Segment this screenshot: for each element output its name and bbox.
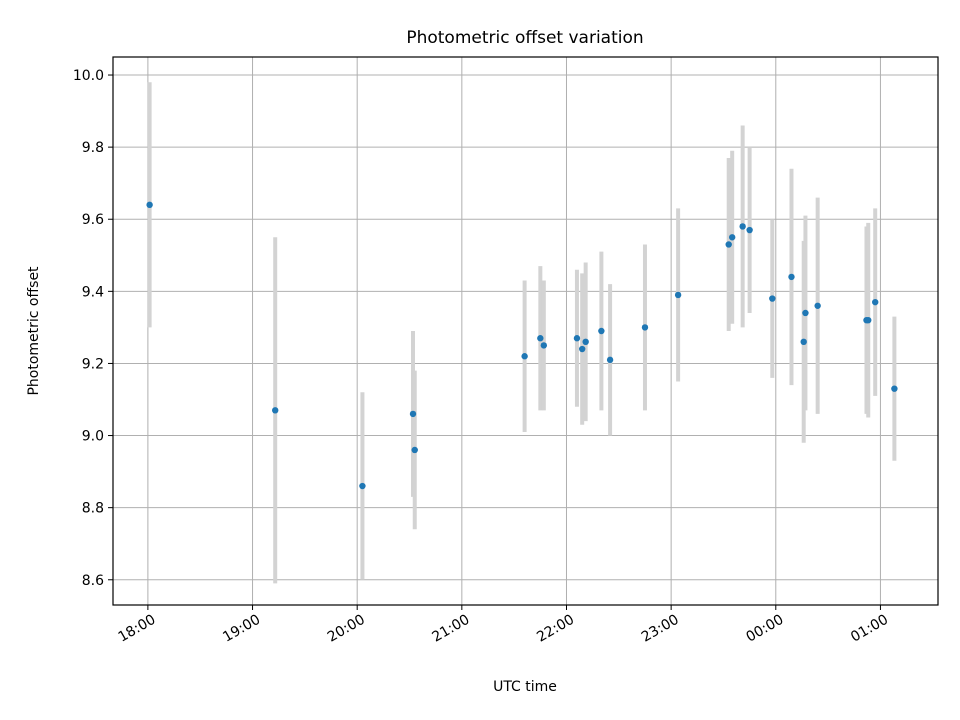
data-point [540,342,548,349]
x-tick-label: 19:00 [220,612,263,646]
y-tick-label: 9.8 [82,140,104,156]
data-point [578,345,586,353]
x-axis-label: UTC time [493,679,557,695]
data-point [521,353,528,360]
data-point [573,335,581,342]
data-point [769,295,776,302]
data-points [146,201,898,490]
data-point [788,273,795,281]
data-point [814,302,821,309]
chart-title: Photometric offset variation [406,28,643,48]
y-tick-label: 9.0 [82,429,104,445]
data-point [606,356,614,364]
data-point [891,385,898,392]
plot-frame [112,56,939,606]
data-point [739,223,746,230]
y-tick-label: 9.4 [82,284,104,300]
data-point [725,241,732,248]
data-point [582,338,589,346]
x-tick-label: 01:00 [848,612,891,646]
y-tick-label: 9.6 [82,212,104,228]
x-axis-ticks: 18:00 19:00 20:00 21:00 22:00 23:00 00:00 01:00 [116,605,891,646]
error-bars [147,82,897,584]
data-point [802,309,809,317]
data-point [865,316,872,324]
x-tick-label: 22:00 [534,612,577,646]
y-axis-label: Photometric offset [26,266,42,396]
x-tick-label: 18:00 [116,612,159,646]
x-tick-label: 00:00 [743,612,786,646]
data-point [146,201,153,209]
data-point [598,327,605,335]
data-point [800,338,807,346]
data-point [409,410,417,418]
data-point [728,234,736,241]
y-axis-ticks: 8.6 8.8 9.0 9.2 9.4 9.6 9.8 10.0 [73,68,113,589]
data-point [411,446,418,454]
data-point [872,298,879,306]
y-tick-label: 8.6 [82,573,104,589]
y-tick-label: 9.2 [82,356,104,372]
data-point [674,291,682,299]
y-tick-label: 10.0 [73,68,104,84]
data-point [359,482,366,490]
data-point [746,226,753,234]
x-tick-label: 23:00 [639,612,682,646]
x-tick-label: 21:00 [430,612,473,646]
data-point [641,324,649,331]
x-tick-label: 20:00 [325,612,368,646]
y-tick-label: 8.8 [82,501,104,517]
data-point [272,407,279,414]
data-point [537,335,544,342]
